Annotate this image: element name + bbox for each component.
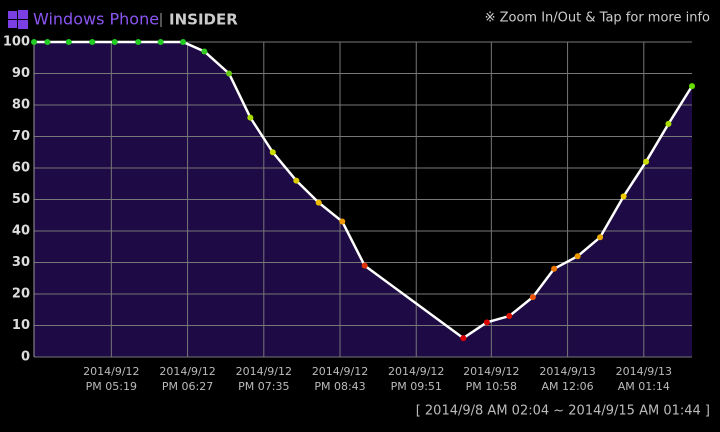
x-tick-label: 2014/9/13 [539, 365, 595, 378]
data-point [135, 39, 142, 45]
x-tick-label: 2014/9/13 [616, 365, 672, 378]
date-range: [ 2014/9/8 AM 02:04 ~ 2014/9/15 AM 01:44… [416, 404, 710, 419]
y-tick-label: 10 [12, 318, 30, 333]
brand: Windows Phone [33, 10, 159, 29]
brand-tag: INSIDER [169, 11, 238, 29]
data-point [620, 193, 627, 200]
x-tick-label: 2014/9/12 [463, 365, 519, 378]
data-point [44, 39, 51, 45]
data-point [643, 158, 650, 165]
hint[interactable]: ※ Zoom In/Out & Tap for more info [485, 11, 710, 26]
x-tick-label: PM 06:27 [162, 380, 213, 393]
x-tick-label: 2014/9/12 [236, 365, 292, 378]
windows-logo [8, 10, 28, 29]
data-point [361, 262, 368, 269]
x-tick-label: 2014/9/12 [388, 365, 444, 378]
y-tick-label: 50 [12, 192, 30, 207]
y-tick-label: 100 [3, 35, 30, 50]
x-tick-label: PM 10:58 [466, 380, 517, 393]
x-tick-label: PM 08:43 [314, 380, 365, 393]
x-tick-label: 2014/9/12 [159, 365, 215, 378]
data-point [597, 234, 604, 241]
data-point [89, 39, 96, 45]
y-tick-label: 30 [12, 255, 30, 270]
x-tick-label: PM 05:19 [86, 380, 137, 393]
data-point [483, 319, 490, 326]
x-tick-label: AM 01:14 [618, 380, 670, 393]
y-tick-label: 40 [12, 224, 30, 239]
data-point [315, 199, 322, 206]
area [34, 42, 692, 357]
data-point [460, 335, 467, 342]
data-point [31, 39, 37, 45]
y-tick-label: 70 [12, 129, 30, 144]
data-point [551, 265, 558, 272]
data-point [339, 218, 346, 225]
data-point [226, 70, 233, 77]
data-point [180, 39, 187, 45]
x-tick-label: 2014/9/12 [312, 365, 368, 378]
data-point [157, 39, 164, 45]
x-tick-label: PM 09:51 [391, 380, 442, 393]
x-tick-label: PM 07:35 [238, 380, 289, 393]
y-tick-label: 0 [21, 350, 30, 365]
x-tick-label: AM 12:06 [541, 380, 593, 393]
y-tick-label: 20 [12, 287, 30, 302]
data-point [506, 313, 513, 320]
data-point [529, 294, 536, 301]
data-point [689, 83, 695, 90]
data-point [293, 177, 300, 184]
data-point [111, 39, 118, 45]
y-tick-label: 60 [12, 161, 30, 176]
data-point [665, 120, 672, 127]
x-tick-label: 2014/9/12 [83, 365, 139, 378]
data-point [65, 39, 72, 45]
y-tick-label: 90 [12, 66, 30, 81]
y-tick-label: 80 [12, 98, 30, 113]
data-point [247, 114, 254, 121]
data-point [574, 253, 581, 260]
data-point [201, 48, 208, 55]
data-point [269, 149, 276, 156]
